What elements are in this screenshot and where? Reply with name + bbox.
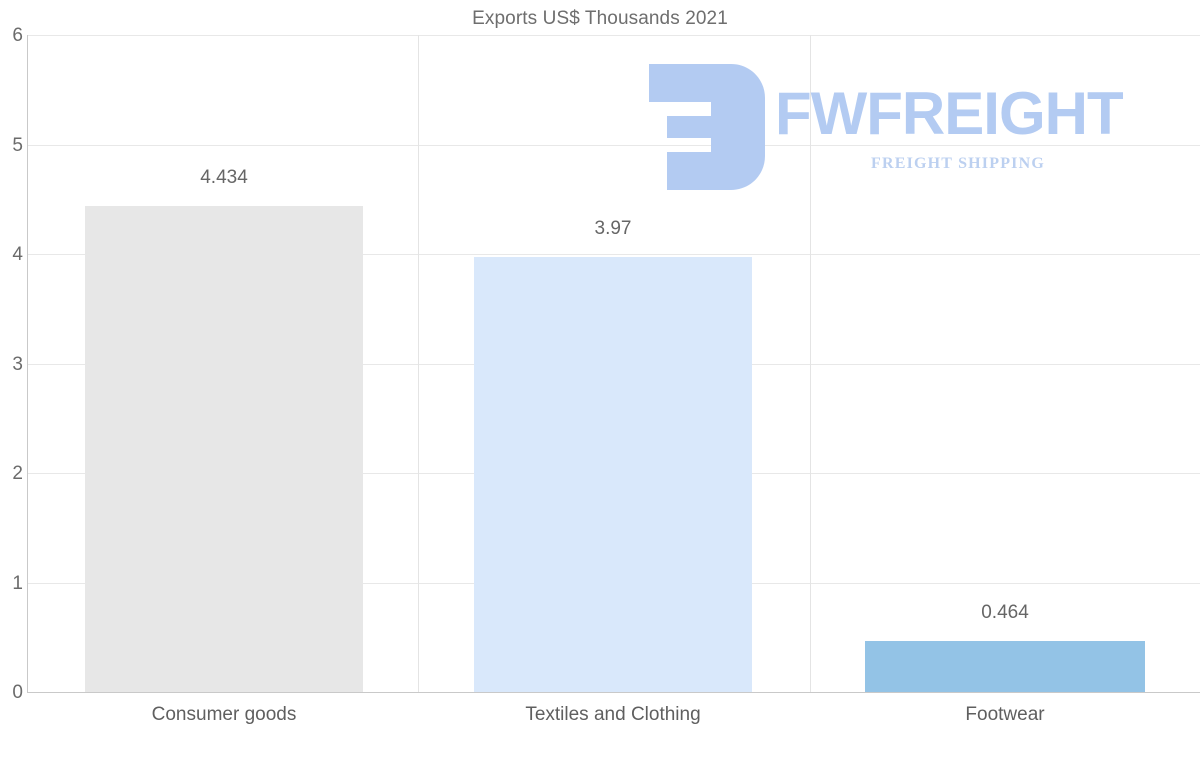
bar-value-footwear: 0.464 <box>981 602 1029 624</box>
chart-title: Exports US$ Thousands 2021 <box>472 8 728 29</box>
y-tick-label-0: 0 <box>12 682 23 703</box>
y-tick-label-4: 4 <box>12 244 23 265</box>
bar-value-textiles-and-clothing: 3.97 <box>594 218 632 240</box>
y-tick-label-3: 3 <box>12 353 23 375</box>
x-axis-line <box>28 692 1200 693</box>
gridline-category-divider-1 <box>418 35 419 692</box>
gridline-y-4 <box>28 254 1200 255</box>
gridline-category-divider-2 <box>810 35 811 692</box>
y-tick-label-1: 1 <box>12 572 23 594</box>
gridline-y-6 <box>28 35 1200 36</box>
x-axis-label-textiles-and-clothing: Textiles and Clothing <box>525 704 701 725</box>
y-tick-label-6: 6 <box>12 25 23 46</box>
bar-value-consumer-goods: 4.434 <box>200 167 248 189</box>
plot-area <box>28 35 1200 692</box>
y-axis-line <box>27 35 28 693</box>
x-axis-label-consumer-goods: Consumer goods <box>151 704 297 725</box>
bar-textiles-and-clothing <box>474 257 752 692</box>
y-tick-label-2: 2 <box>12 463 23 484</box>
bar-footwear <box>865 641 1145 692</box>
gridline-y-5 <box>28 144 1200 146</box>
bar-consumer-goods <box>85 206 363 692</box>
x-axis-label-footwear: Footwear <box>965 704 1045 725</box>
y-tick-label-5: 5 <box>12 134 23 156</box>
